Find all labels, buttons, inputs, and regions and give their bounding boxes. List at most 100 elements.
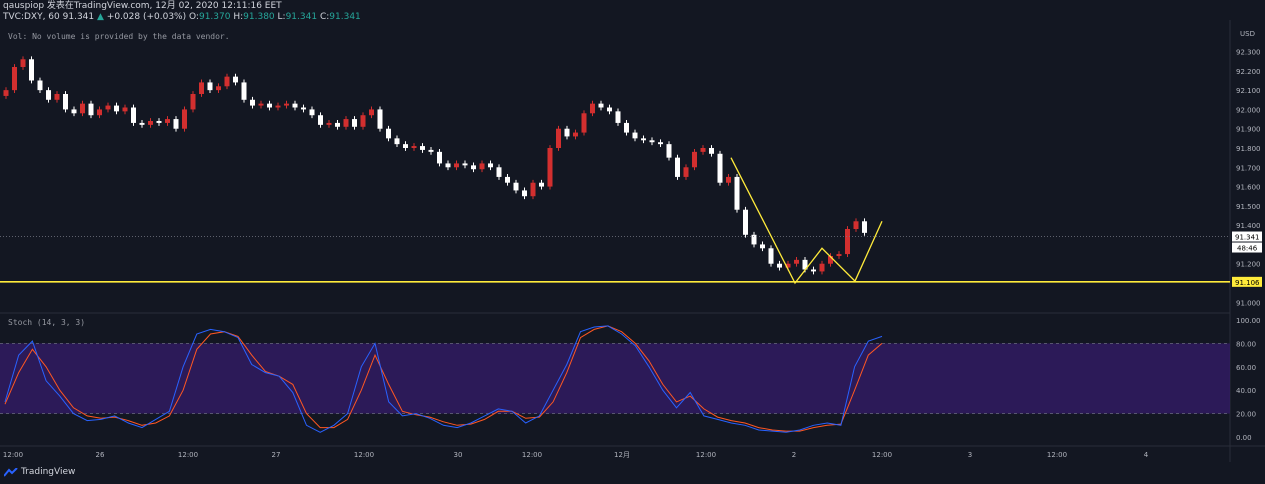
open-label: O: [189,12,199,22]
time-axis-label: 12:00 [178,451,198,459]
candle-body [284,103,289,106]
candle-body [445,163,451,168]
candle-body [590,103,595,114]
stoch-band [0,343,1230,414]
candle-body [777,263,782,268]
candle-body [199,82,204,94]
candle-body [29,59,34,81]
candle-body [105,105,111,110]
stoch-tick-label: 100.00 [1236,317,1261,325]
candle-body [530,182,536,197]
candle-body [709,148,714,154]
symbol-name[interactable]: TVC:DXY, 60 [3,12,60,22]
candle-body [156,121,162,123]
candle-body [343,119,349,127]
stoch-tick-label: 20.00 [1236,411,1256,419]
candle-body [573,132,578,137]
candle-body [182,109,187,129]
candle-body [403,144,408,148]
candle-body [97,109,102,116]
time-axis-label: 12:00 [872,451,892,459]
candle-body [700,148,706,152]
candle-body [462,163,468,166]
candle-body [88,103,94,116]
candle-body [20,59,26,67]
candle-body [717,153,723,183]
candle-body [641,138,646,141]
candle-body [54,94,60,100]
candle-body [114,105,119,112]
time-axis-label: 12:00 [1047,451,1067,459]
brand-name: TradingView [21,467,76,477]
last-price-text: 91.341 [1235,234,1260,242]
candle-body [522,190,527,197]
last-price-tag [1232,231,1262,242]
candle-body [632,132,638,139]
candle-body [802,259,808,270]
candle-body [496,167,502,177]
candle-body [80,103,85,114]
low-value: 91.341 [285,12,318,22]
countdown-tag [1232,242,1262,253]
candle-body [853,221,859,229]
price-tick-label: 91.900 [1236,126,1261,134]
candle-body [335,122,340,127]
candle-body [581,113,587,133]
candle-body [811,269,816,272]
time-axis-label: 12月 [614,451,630,459]
price-tick-label: 91.600 [1236,184,1261,192]
candle-body [658,142,663,145]
currency-label: USD [1240,30,1255,38]
price-tick-label: 91.800 [1236,145,1261,153]
time-axis-label: 30 [454,451,463,459]
high-value: 91.380 [243,12,275,22]
stoch-indicator-label[interactable]: Stoch (14, 3, 3) [8,318,86,327]
candle-body [360,115,366,127]
stoch-k-line [4,325,883,433]
candle-body [615,111,621,123]
time-axis-label: 3 [968,451,972,459]
price-change: +0.028 (+0.03%) [106,12,187,22]
candle-body [131,107,136,123]
candle-body [369,109,374,116]
candle-body [165,119,170,123]
last-price: 91.341 [62,12,95,22]
time-axis-label: 26 [96,451,105,459]
candle-body [224,76,230,87]
candle-body [675,157,680,177]
candle-body [488,163,493,168]
candle-body [12,67,17,91]
time-axis-label: 12:00 [3,451,23,459]
candle-body [428,149,434,152]
candle-body [318,115,323,125]
candle-body [292,103,298,108]
candle-body [751,234,757,245]
tradingview-logo[interactable]: TradingView [4,467,75,477]
close-label: C: [319,12,330,22]
candle-body [607,107,612,112]
candle-body [862,221,867,233]
candle-body [437,151,442,164]
stoch-tick-label: 80.00 [1236,340,1256,348]
candle-body [760,244,765,249]
candle-body [785,263,791,268]
up-arrow-icon: ▲ [97,12,104,22]
stoch-tick-label: 0.00 [1236,434,1252,442]
candle-body [513,182,519,191]
candle-body [37,80,43,91]
candle-body [190,94,196,110]
candle-body [386,128,391,139]
time-axis-label: 12:00 [522,451,542,459]
price-tick-label: 92.300 [1236,49,1261,57]
candle-body [479,163,485,170]
candle-body [556,128,561,148]
price-tick-label: 91.500 [1236,203,1261,211]
price-tick-label: 91.700 [1236,164,1261,172]
pattern-drawing [730,157,883,285]
symbol-legend[interactable]: TVC:DXY, 60 91.341 ▲ +0.028 (+0.03%) O: 9… [3,12,361,23]
price-tick-label: 91.000 [1236,299,1261,307]
stoch-d-line [4,325,883,432]
candle-body [420,146,425,150]
stoch-tick-label: 40.00 [1236,387,1256,395]
